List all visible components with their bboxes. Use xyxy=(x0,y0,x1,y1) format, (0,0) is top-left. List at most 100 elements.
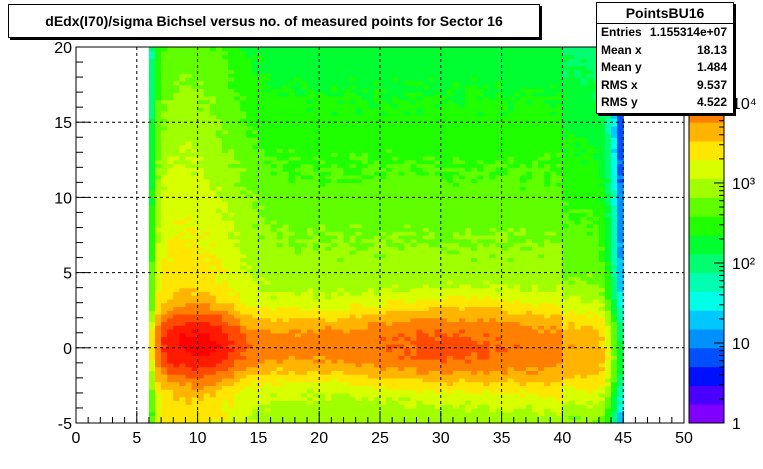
heatmap-cell xyxy=(282,374,290,379)
heatmap-cell xyxy=(264,152,272,157)
heatmap-cell xyxy=(373,362,381,368)
heatmap-cell xyxy=(404,216,411,221)
heatmap-cell xyxy=(282,69,290,74)
heatmap-cell xyxy=(392,295,399,300)
heatmap-cell xyxy=(155,58,162,63)
heatmap-cell xyxy=(337,400,345,405)
heatmap-cell xyxy=(155,261,162,266)
heatmap-cell xyxy=(240,419,247,424)
heatmap-cell xyxy=(234,92,241,97)
heatmap-cell xyxy=(173,197,180,202)
heatmap-cell xyxy=(209,332,217,338)
heatmap-cell xyxy=(191,411,199,417)
heatmap-cell xyxy=(428,283,436,289)
heatmap-cell xyxy=(258,313,266,319)
heatmap-cell xyxy=(173,227,180,232)
heatmap-cell xyxy=(282,80,290,86)
heatmap-cell xyxy=(240,392,247,398)
heatmap-cell xyxy=(276,329,284,334)
heatmap-cell xyxy=(203,50,211,56)
heatmap-cell xyxy=(331,122,339,127)
heatmap-cell xyxy=(221,268,229,274)
heatmap-cell xyxy=(240,366,247,371)
heatmap-cell xyxy=(246,95,253,101)
heatmap-cell xyxy=(428,47,436,52)
heatmap-cell xyxy=(349,306,357,311)
heatmap-cell xyxy=(167,411,174,417)
heatmap-cell xyxy=(380,265,387,270)
heatmap-cell xyxy=(209,242,217,247)
heatmap-cell xyxy=(179,302,187,308)
heatmap-cell xyxy=(240,65,247,71)
heatmap-cell xyxy=(410,107,418,112)
heatmap-cell xyxy=(215,355,223,360)
heatmap-cell xyxy=(422,54,430,59)
heatmap-cell xyxy=(422,366,430,371)
heatmap-cell xyxy=(179,152,187,157)
heatmap-cell xyxy=(246,163,253,168)
heatmap-cell xyxy=(416,336,424,341)
heatmap-cell xyxy=(234,125,241,131)
heatmap-cell xyxy=(392,366,399,371)
heatmap-cell xyxy=(270,107,278,112)
heatmap-cell xyxy=(234,261,241,266)
heatmap-cell xyxy=(325,174,332,180)
heatmap-cell xyxy=(258,246,266,251)
heatmap-cell xyxy=(215,141,223,146)
heatmap-cell xyxy=(398,231,405,236)
heatmap-cell xyxy=(367,404,375,409)
heatmap-cell xyxy=(434,201,442,206)
heatmap-cell xyxy=(355,344,363,349)
heatmap-cell xyxy=(270,336,278,341)
heatmap-cell xyxy=(288,355,296,360)
heatmap-cell xyxy=(240,291,247,296)
heatmap-cell xyxy=(148,110,156,116)
heatmap-cell xyxy=(307,261,314,266)
heatmap-cell xyxy=(392,370,399,375)
heatmap-cell xyxy=(386,419,393,424)
heatmap-cell xyxy=(392,159,399,165)
heatmap-cell xyxy=(234,283,241,289)
heatmap-cell xyxy=(215,167,223,172)
heatmap-cell xyxy=(161,325,168,330)
heatmap-cell xyxy=(240,272,247,277)
heatmap-cell xyxy=(161,216,168,221)
heatmap-cell xyxy=(380,242,387,247)
heatmap-cell xyxy=(167,306,174,311)
heatmap-cell xyxy=(307,88,314,93)
heatmap-cell xyxy=(179,129,187,135)
heatmap-cell xyxy=(422,193,430,198)
heatmap-cell xyxy=(380,310,387,315)
heatmap-cell xyxy=(410,204,418,210)
heatmap-cell xyxy=(300,377,308,383)
heatmap-cell xyxy=(440,73,448,78)
heatmap-cell xyxy=(319,223,326,229)
heatmap-cell xyxy=(282,250,290,255)
heatmap-cell xyxy=(422,411,430,417)
heatmap-cell xyxy=(221,396,229,402)
heatmap-cell xyxy=(203,54,211,59)
heatmap-cell xyxy=(234,389,241,394)
heatmap-cell xyxy=(440,419,448,424)
heatmap-cell xyxy=(337,73,345,78)
heatmap-cell xyxy=(288,325,296,330)
heatmap-cell xyxy=(380,216,387,221)
heatmap-cell xyxy=(288,125,296,131)
heatmap-cell xyxy=(203,212,211,217)
heatmap-cell xyxy=(380,392,387,398)
heatmap-cell xyxy=(167,253,174,259)
heatmap-cell xyxy=(252,291,259,296)
heatmap-cell xyxy=(264,62,272,67)
heatmap-cell xyxy=(404,62,411,67)
heatmap-cell xyxy=(148,400,156,405)
heatmap-cell xyxy=(282,366,290,371)
heatmap-cell xyxy=(234,95,241,101)
heatmap-cell xyxy=(422,92,430,97)
heatmap-cell xyxy=(361,295,369,300)
heatmap-cell xyxy=(355,400,363,405)
heatmap-cell xyxy=(246,344,253,349)
heatmap-cell xyxy=(380,238,387,244)
heatmap-cell xyxy=(307,189,314,195)
heatmap-cell xyxy=(440,276,448,281)
heatmap-cell xyxy=(398,182,405,187)
